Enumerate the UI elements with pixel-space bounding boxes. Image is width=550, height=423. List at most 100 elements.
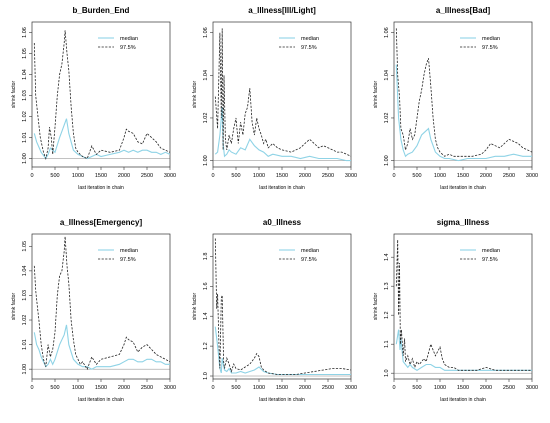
x-tick-label: 3000: [345, 385, 357, 391]
x-tick-label: 0: [30, 173, 33, 179]
x-tick-label: 2500: [141, 173, 153, 179]
p975-series-line: [214, 238, 351, 375]
plot-frame: [212, 233, 352, 380]
x-tick-label: 3000: [526, 173, 538, 179]
y-axis-label: shrink factor: [11, 81, 17, 109]
chart-panel: a_Illness[Bad] 0 500 1000 1500 2000 2500 3000 1.…: [373, 6, 538, 191]
y-tick-label: 1.3: [384, 282, 390, 290]
y-tick-label: 1.4: [384, 253, 390, 261]
x-tick-label: 2500: [503, 173, 515, 179]
y-tick-label: 1.05: [22, 48, 28, 59]
chart-panel: a0_Illness 0 500 1000 1500 2000 2500 3000 1.0 1.2…: [192, 218, 357, 403]
median-series-line: [214, 326, 351, 376]
x-axis-label: last iteration in chain: [78, 185, 124, 191]
x-axis-label: last iteration in chain: [440, 397, 486, 403]
y-axis-label: shrink factor: [192, 81, 198, 109]
x-tick-label: 500: [50, 385, 59, 391]
plot-frame: [31, 233, 171, 380]
x-axis-label: last iteration in chain: [78, 397, 124, 403]
y-tick-label: 1.03: [22, 290, 28, 301]
x-tick-label: 0: [392, 385, 395, 391]
y-tick-label: 1.00: [22, 364, 28, 375]
legend-p975-label: 97.5%: [120, 257, 136, 263]
chart-title: a0_Illness: [263, 218, 302, 227]
x-tick-label: 500: [412, 173, 421, 179]
x-tick-label: 3000: [164, 385, 176, 391]
y-tick-label: 1.06: [203, 27, 209, 38]
chart-title: b_Burden_End: [73, 6, 130, 15]
x-tick-label: 1000: [72, 173, 84, 179]
legend-median-label: median: [120, 36, 138, 42]
x-tick-label: 500: [412, 385, 421, 391]
y-tick-label: 1.06: [22, 27, 28, 38]
legend-p975-label: 97.5%: [482, 257, 498, 263]
y-tick-label: 1.2: [384, 311, 390, 319]
x-tick-label: 2000: [299, 385, 311, 391]
x-tick-label: 2000: [480, 385, 492, 391]
p975-series-line: [395, 28, 532, 157]
plot-frame: [393, 21, 533, 168]
y-tick-label: 1.6: [203, 282, 209, 290]
y-tick-label: 1.02: [22, 315, 28, 326]
y-tick-label: 1.00: [22, 153, 28, 164]
y-tick-label: 1.8: [203, 253, 209, 261]
legend-median-label: median: [120, 248, 138, 254]
p975-series-line: [33, 236, 170, 371]
median-series-line: [214, 107, 351, 162]
plot-frame: [393, 233, 533, 380]
plot-frame: [31, 21, 171, 168]
y-axis-label: shrink factor: [11, 293, 17, 321]
y-axis-label: shrink factor: [192, 293, 198, 321]
p975-series-line: [33, 30, 170, 161]
legend-p975-label: 97.5%: [120, 45, 136, 51]
y-tick-label: 1.02: [203, 113, 209, 124]
chart-panel: sigma_Illness 0 500 1000 1500 2000 2500 3000 1.0…: [373, 218, 538, 403]
y-tick-label: 1.01: [22, 132, 28, 143]
median-series-line: [395, 329, 532, 371]
p975-series-line: [214, 28, 351, 157]
x-tick-label: 1000: [253, 385, 265, 391]
plot-frame: [212, 21, 352, 168]
x-tick-label: 3000: [345, 173, 357, 179]
median-series-line: [33, 118, 170, 160]
chart-panel: a_Illness[Emergency] 0 500 1000 1500 2000 2500…: [11, 218, 176, 403]
x-tick-label: 2000: [480, 173, 492, 179]
x-tick-label: 1500: [457, 385, 469, 391]
y-tick-label: 1.03: [22, 90, 28, 101]
x-tick-label: 0: [30, 385, 33, 391]
chart-title: a_Illness[Emergency]: [60, 218, 143, 227]
x-tick-label: 0: [211, 385, 214, 391]
y-tick-label: 1.04: [203, 70, 209, 81]
legend-median-label: median: [482, 248, 500, 254]
legend-median-label: median: [301, 36, 319, 42]
y-tick-label: 1.04: [22, 69, 28, 80]
legend-p975-label: 97.5%: [301, 45, 317, 51]
x-tick-label: 500: [50, 173, 59, 179]
p975-series-line: [395, 239, 532, 371]
x-tick-label: 1000: [72, 385, 84, 391]
x-axis-label: last iteration in chain: [259, 397, 305, 403]
x-tick-label: 1500: [95, 173, 107, 179]
x-tick-label: 2000: [118, 173, 130, 179]
y-tick-label: 1.00: [203, 155, 209, 166]
chart-title: sigma_Illness: [437, 218, 490, 227]
y-tick-label: 1.0: [203, 372, 209, 380]
x-tick-label: 0: [392, 173, 395, 179]
x-axis-label: last iteration in chain: [259, 185, 305, 191]
y-axis-label: shrink factor: [373, 293, 379, 321]
x-tick-label: 2500: [503, 385, 515, 391]
median-series-line: [33, 324, 170, 370]
y-tick-label: 1.06: [384, 27, 390, 38]
x-tick-label: 2500: [322, 173, 334, 179]
x-tick-label: 1500: [276, 385, 288, 391]
x-tick-label: 1500: [276, 173, 288, 179]
median-series-line: [395, 64, 532, 162]
legend-p975-label: 97.5%: [482, 45, 498, 51]
y-tick-label: 1.0: [384, 369, 390, 377]
x-tick-label: 1500: [95, 385, 107, 391]
x-tick-label: 1500: [457, 173, 469, 179]
legend-p975-label: 97.5%: [301, 257, 317, 263]
x-tick-label: 3000: [164, 173, 176, 179]
